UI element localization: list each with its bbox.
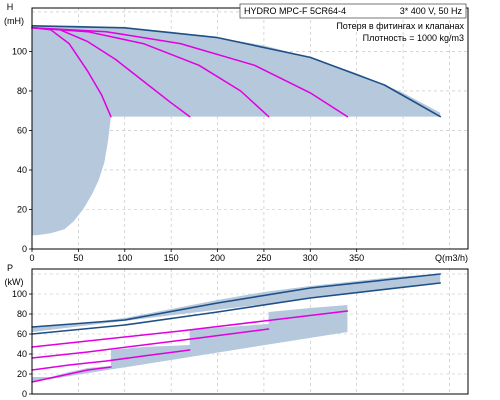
- power-pump-curve-1: [31, 366, 112, 383]
- power-y-tick-label: 20: [17, 369, 27, 379]
- head-y-tick-label: 0: [22, 244, 27, 254]
- power-y-tick-label: 60: [17, 329, 27, 339]
- head-y-axis-unit: (mH): [4, 16, 24, 26]
- head-x-tick-label: 300: [303, 253, 318, 263]
- head-x-tick-label: 350: [349, 253, 364, 263]
- density-note: Плотность = 1000 kg/m3: [363, 33, 464, 43]
- head-y-tick-label: 60: [17, 125, 27, 135]
- power-max-curve-5: [31, 282, 442, 335]
- head-max-curve-5: [31, 24, 442, 118]
- head-y-tick-label: 100: [12, 46, 27, 56]
- power-max-curve-6: [31, 273, 442, 328]
- pump-model: HYDRO MPC-F 5CR64-4: [244, 6, 346, 16]
- losses-note: Потеря в фитингах и клапанах: [336, 21, 464, 31]
- head-pump-curve-3: [31, 27, 270, 118]
- head-x-tick-label: 150: [164, 253, 179, 263]
- info-box-frame: [239, 3, 467, 19]
- head-y-tick-label: 80: [17, 86, 27, 96]
- head-x-tick-label: 200: [210, 253, 225, 263]
- power-y-axis-unit: (kW): [5, 277, 24, 287]
- head-x-tick-label: 0: [29, 253, 34, 263]
- head-y-tick-label: 20: [17, 204, 27, 214]
- head-pump-curve-4: [31, 27, 349, 118]
- power-y-tick-label: 0: [22, 389, 27, 399]
- head-x-tick-label: 100: [117, 253, 132, 263]
- power-y-tick-label: 40: [17, 349, 27, 359]
- power-supply: 3* 400 V, 50 Hz: [400, 6, 463, 16]
- power-envelope-area: [32, 274, 441, 382]
- power-frame: [31, 268, 469, 395]
- power-y-axis-symbol: P: [7, 263, 13, 273]
- head-y-axis-symbol: H: [7, 2, 14, 12]
- head-envelope-area: [32, 25, 441, 236]
- head-x-axis-label: Q(m3/h): [435, 253, 468, 263]
- head-y-tick-label: 40: [17, 165, 27, 175]
- power-chart: 0 20 40 60 80 100 P (kW): [5, 263, 469, 399]
- head-x-tick-label: 250: [256, 253, 271, 263]
- power-y-tick-label: 80: [17, 309, 27, 319]
- head-chart: 0 20 40 60 80 100 0 50 100 150 200 250 300 350 Q(m3/h)…: [4, 2, 469, 263]
- power-pump-curve-3: [31, 328, 270, 359]
- head-x-tick-label: 50: [73, 253, 83, 263]
- info-box: HYDRO MPC-F 5CR64-4 3* 400 V, 50 Hz Поте…: [239, 3, 467, 43]
- power-y-tick-label: 100: [12, 289, 27, 299]
- power-pump-curve-4: [31, 310, 349, 348]
- power-pump-curve-2: [31, 349, 191, 371]
